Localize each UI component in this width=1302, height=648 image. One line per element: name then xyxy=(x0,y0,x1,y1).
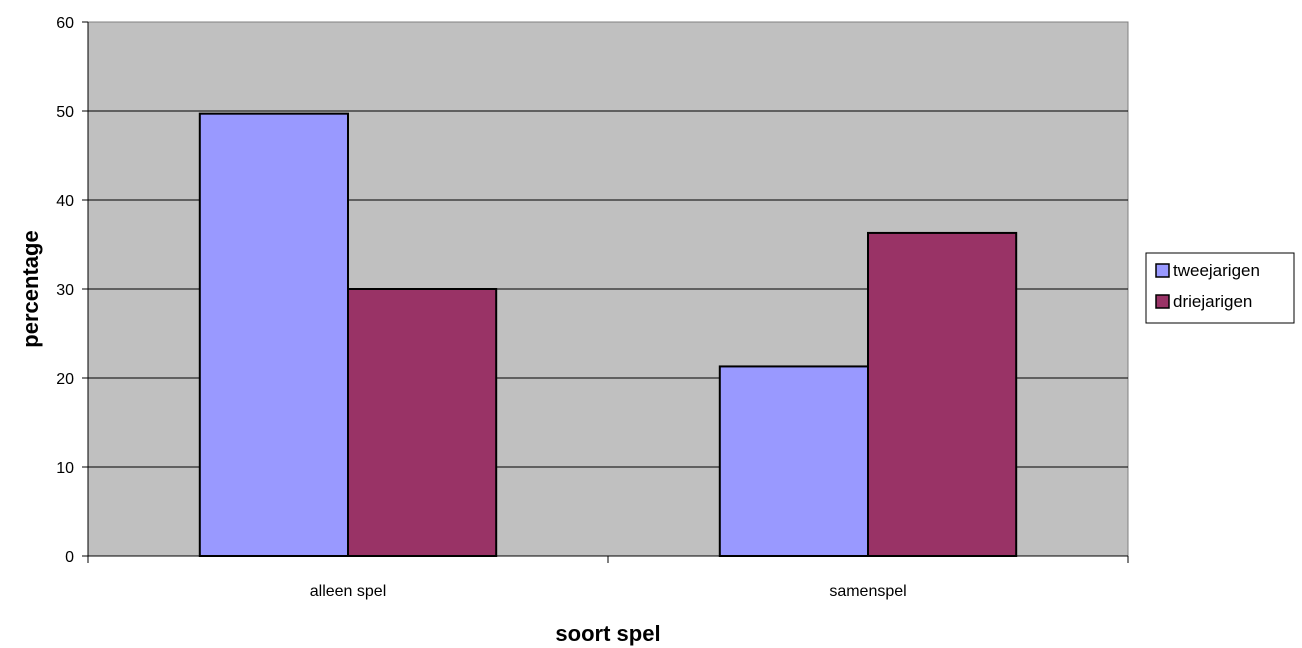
x-tick-label: samenspel xyxy=(829,583,906,600)
bars xyxy=(198,112,1018,557)
legend-label-tweejarigen: tweejarigen xyxy=(1173,261,1260,280)
bar-tweejarigen-samenspel xyxy=(718,365,869,557)
bar-driejarigen-samenspel xyxy=(867,231,1018,557)
x-axis-title: soort spel xyxy=(555,621,660,646)
y-tick-label: 10 xyxy=(56,460,74,477)
axes xyxy=(82,21,1129,563)
y-tick-labels: 0 10 20 30 40 50 60 xyxy=(56,15,74,566)
y-tick-label: 0 xyxy=(65,549,74,566)
legend-swatch-tweejarigen xyxy=(1155,263,1170,278)
bar-driejarigen-alleen-spel xyxy=(347,288,498,557)
legend-label-driejarigen: driejarigen xyxy=(1173,292,1252,311)
x-tick-label: alleen spel xyxy=(310,583,387,600)
y-axis-title: percentage xyxy=(18,230,43,347)
y-tick-label: 30 xyxy=(56,282,74,299)
x-tick-labels: alleen spel samenspel xyxy=(310,583,907,600)
y-tick-label: 60 xyxy=(56,15,74,32)
legend-box xyxy=(1145,252,1295,324)
y-tick-label: 20 xyxy=(56,371,74,388)
y-tick-label: 50 xyxy=(56,104,74,121)
legend: tweejarigen driejarigen xyxy=(1145,252,1295,324)
y-tick-label: 40 xyxy=(56,193,74,210)
legend-swatch-driejarigen xyxy=(1155,294,1170,309)
bar-tweejarigen-alleen-spel xyxy=(198,112,349,557)
